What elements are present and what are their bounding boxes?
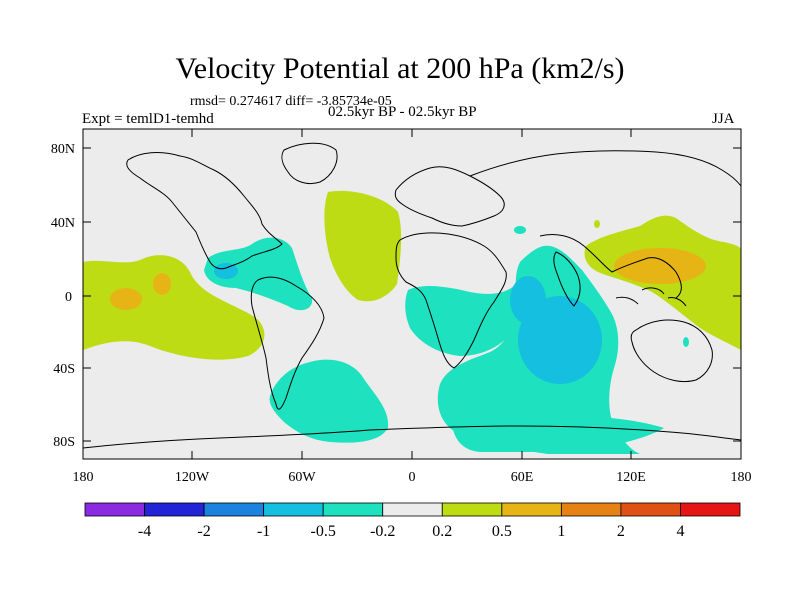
coast-europe	[394, 166, 505, 227]
lon-label-0: 0	[409, 470, 416, 485]
contour-pacific-cell-1	[110, 288, 142, 310]
contour-south-atlantic-neg	[269, 359, 389, 443]
colorbar-label-5: 0.2	[432, 523, 452, 540]
coast-maritime-continent	[615, 287, 687, 307]
lat-label-40n: 40N	[51, 216, 75, 231]
coast-india	[553, 251, 581, 307]
experiment-label: Expt = temlD1-temhd	[82, 111, 214, 127]
coast-asia	[469, 150, 742, 299]
contour-pacific-pos-small	[594, 220, 600, 228]
colorbar-swatch-4	[322, 502, 384, 517]
contour-indian-ocean-core-2	[510, 276, 546, 324]
coastlines	[82, 142, 742, 449]
colorbar-label-6: 0.5	[492, 523, 512, 540]
colorbar-label-9: 4	[676, 523, 684, 540]
contour-southern-band	[451, 402, 664, 452]
coast-australia	[630, 319, 713, 383]
contour-caribbean-neg	[204, 237, 313, 311]
coast-north-america	[126, 152, 283, 270]
lat-label-80n: 80N	[51, 142, 75, 157]
colorbar-swatch-2	[203, 502, 265, 517]
colorbar-swatch-10	[680, 502, 741, 517]
colorbar-label-8: 2	[617, 523, 625, 540]
plot-title: Velocity Potential at 200 hPa (km2/s)	[175, 52, 625, 85]
colorbar-labels: -4 -2 -1 -0.5 -0.2 0.2 0.5 1 2 4	[138, 523, 685, 540]
contour-fills	[83, 190, 741, 454]
contour-north-atlantic-pos	[324, 190, 402, 302]
contour-pacific-pos	[83, 255, 265, 360]
contour-caribbean-core	[214, 263, 238, 279]
contour-pacific-cell-2	[153, 273, 171, 295]
coast-greenland	[281, 142, 338, 185]
coast-south-america	[250, 276, 325, 410]
season-label: JJA	[712, 111, 735, 127]
stats-text: rmsd= 0.274617 diff= -3.85734e-05	[190, 94, 392, 109]
lon-label-180e: 180	[731, 470, 752, 485]
colorbar-swatch-0	[84, 502, 145, 517]
lon-label-120w: 120W	[175, 470, 210, 485]
colorbar-label-3: -0.5	[311, 523, 336, 540]
colorbar-label-7: 1	[557, 523, 565, 540]
coast-antarctica	[82, 425, 742, 449]
lat-label-40s: 40S	[53, 362, 75, 377]
colorbar-label-0: -4	[138, 523, 151, 540]
colorbar-swatch-8	[560, 502, 622, 517]
lat-label-80s: 80S	[53, 435, 75, 450]
contour-asia-cell	[614, 248, 706, 284]
colorbar	[84, 502, 741, 517]
contour-africa-neg	[405, 282, 519, 356]
colorbar-swatch-6	[441, 502, 503, 517]
coast-africa	[395, 232, 507, 369]
lon-label-120e: 120E	[616, 470, 646, 485]
colorbar-label-2: -1	[257, 523, 270, 540]
colorbar-swatch-3	[263, 502, 324, 517]
colorbar-swatch-7	[501, 502, 562, 517]
lon-label-60e: 60E	[511, 470, 534, 485]
contour-med-neg	[514, 226, 526, 234]
lon-label-180w: 180	[73, 470, 94, 485]
colorbar-swatch-9	[620, 502, 681, 517]
lat-axis	[83, 147, 741, 442]
contour-east-pacific-neg	[683, 337, 689, 347]
lon-label-60w: 60W	[288, 470, 316, 485]
period-label: 02.5kyr BP - 02.5kyr BP	[328, 104, 477, 120]
lon-axis	[191, 129, 632, 459]
lat-label-0: 0	[65, 290, 72, 305]
colorbar-label-4: -0.2	[370, 523, 395, 540]
colorbar-swatch-5	[382, 502, 443, 517]
colorbar-swatch-1	[144, 502, 205, 517]
colorbar-label-1: -2	[197, 523, 210, 540]
